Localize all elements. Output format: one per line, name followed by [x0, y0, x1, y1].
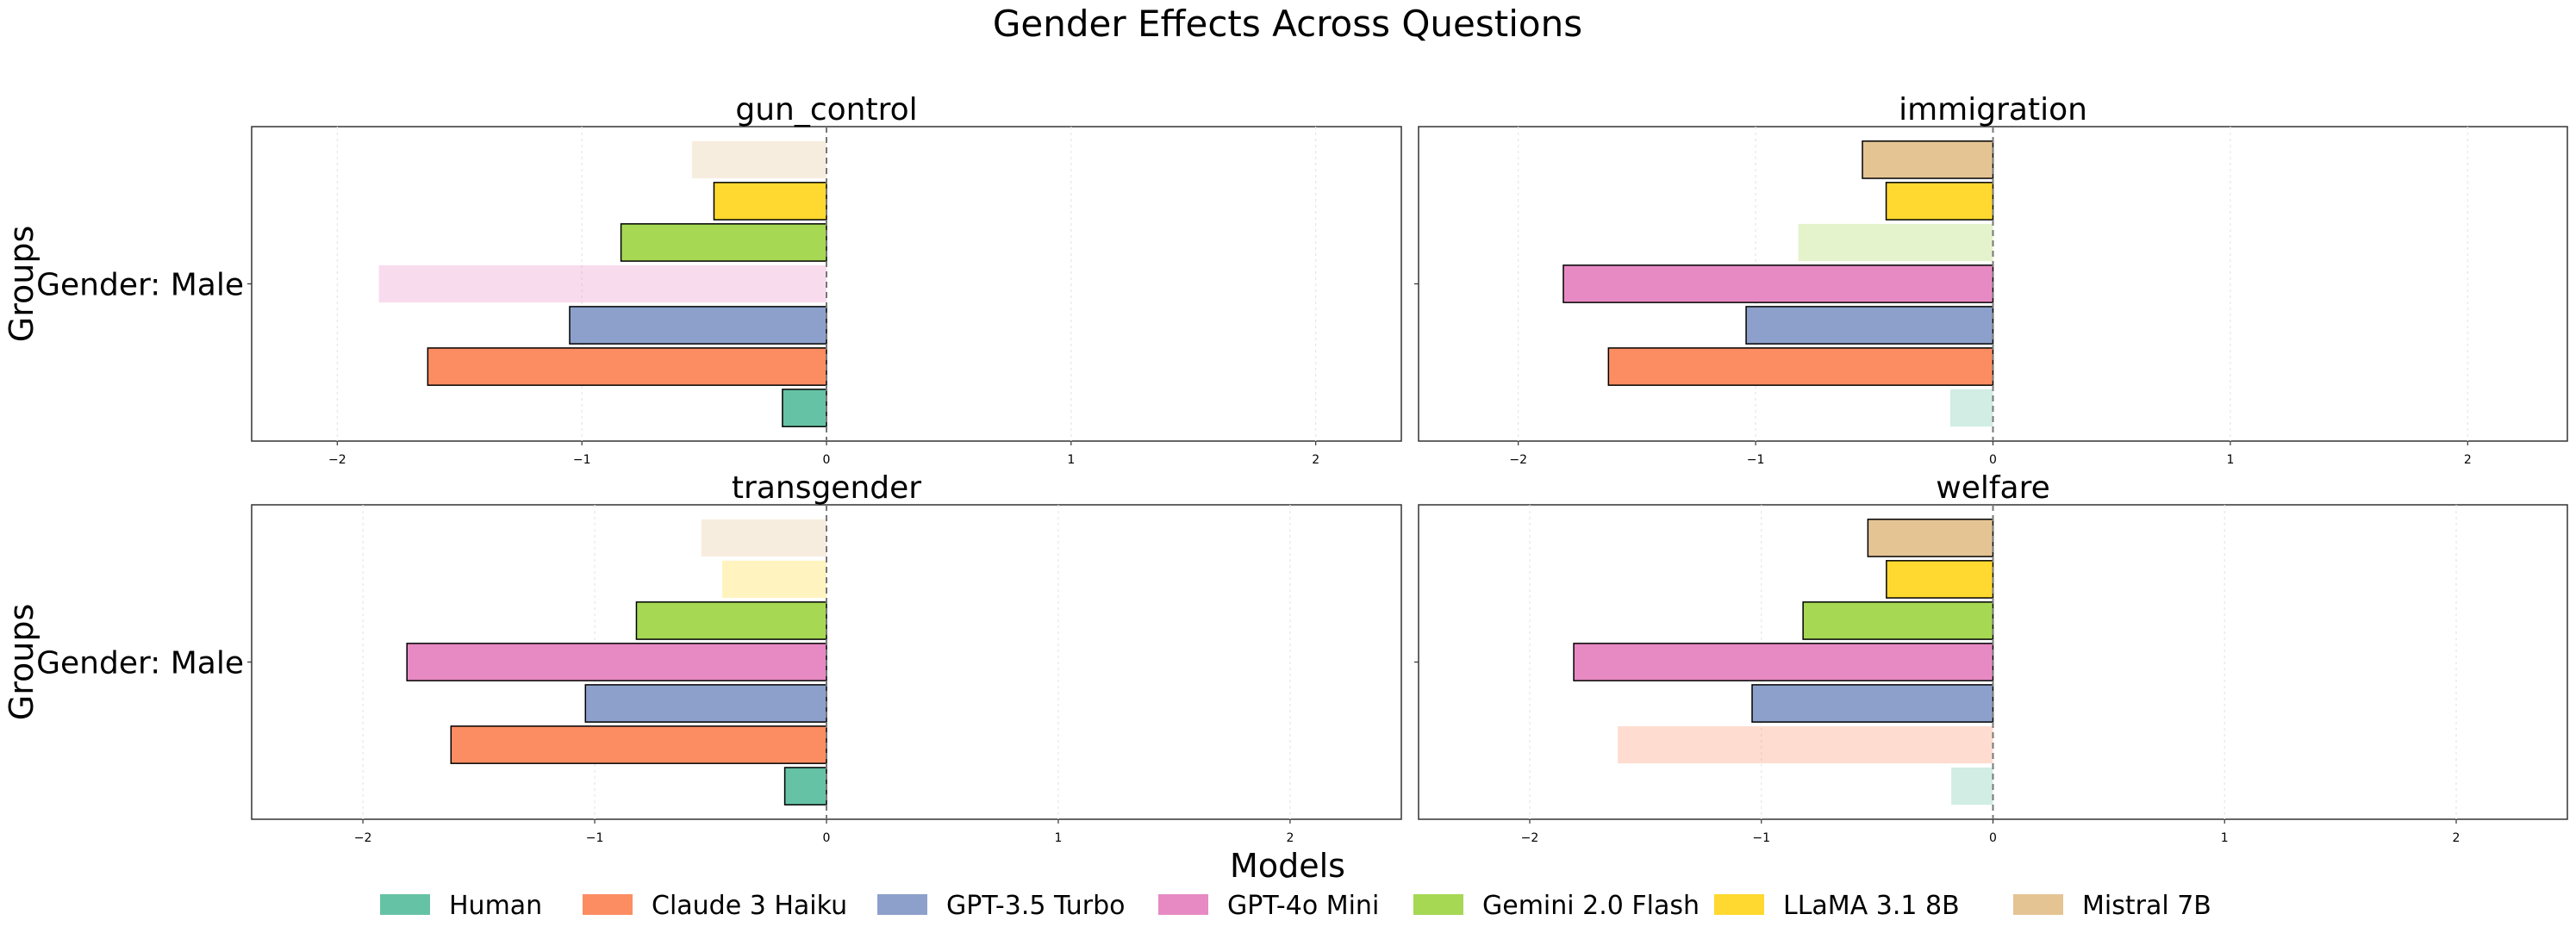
bar-human	[783, 767, 827, 805]
legend-label: Mistral 7B	[2082, 891, 2211, 921]
legend-item-gpt-4o-mini: GPT-4o Mini	[1158, 891, 1379, 921]
bar-human	[782, 389, 827, 427]
legend-swatch	[877, 894, 927, 915]
x-tick-label: 0	[1989, 831, 1997, 845]
legend-item-gpt-3-5-turbo: GPT-3.5 Turbo	[877, 891, 1126, 921]
bar-gpt-4o-mini	[378, 264, 826, 303]
legend-item-human: Human	[380, 891, 542, 921]
legend-label: GPT-3.5 Turbo	[946, 891, 1126, 921]
x-tick-label: 0	[823, 831, 831, 845]
bar-human	[1951, 767, 1993, 805]
bar-gpt-3-5-turbo	[569, 306, 827, 345]
bar-gpt-4o-mini	[406, 643, 827, 681]
bar-llama-3-1-8b	[713, 182, 827, 221]
bar-gpt-3-5-turbo	[1751, 684, 1994, 723]
panel-title: gun_control	[735, 92, 917, 127]
legend-swatch	[1413, 894, 1463, 915]
bar-gemini-2-0-flash	[635, 601, 827, 640]
x-tick-label: 2	[1286, 831, 1294, 845]
bar-mistral-7b	[1862, 140, 1994, 179]
x-tick-label: −1	[573, 453, 591, 467]
y-axis-label: Groups	[3, 604, 41, 721]
x-tick-label: −1	[1752, 831, 1770, 845]
x-tick-label: 1	[1067, 453, 1075, 467]
bar-llama-3-1-8b	[1886, 560, 1994, 599]
legend-label: GPT-4o Mini	[1227, 891, 1379, 921]
bar-gpt-3-5-turbo	[584, 684, 827, 723]
x-tick-label: 0	[1989, 453, 1997, 467]
panel-welfare: −2 −1 0 1 2 welfare	[1414, 470, 2568, 845]
legend-label: Gemini 2.0 Flash	[1482, 891, 1700, 921]
y-category-label: Gender: Male	[36, 646, 244, 681]
x-tick-label: 1	[2226, 453, 2234, 467]
bar-gpt-4o-mini	[1573, 643, 1994, 681]
x-tick-label: −2	[1509, 453, 1527, 467]
legend-title: Models	[1230, 847, 1345, 885]
x-tick-label: −2	[354, 831, 372, 845]
legend-item-llama-3-1-8b: LLaMA 3.1 8B	[1714, 891, 1960, 921]
legend-swatch	[2013, 894, 2063, 915]
bar-gemini-2-0-flash	[1798, 223, 1993, 262]
bar-llama-3-1-8b	[721, 560, 826, 599]
legend-item-gemini-2-0-flash: Gemini 2.0 Flash	[1413, 891, 1700, 921]
bar-gpt-3-5-turbo	[1745, 306, 1994, 345]
bar-mistral-7b	[701, 519, 826, 557]
panel-title: welfare	[1936, 470, 2050, 506]
panel-immigration: −2 −1 0 1 2 immigration	[1414, 92, 2568, 467]
x-tick-label: −2	[328, 453, 346, 467]
panel-title: immigration	[1899, 92, 2087, 127]
legend-swatch	[1714, 894, 1764, 915]
legend-item-claude-3-haiku: Claude 3 Haiku	[583, 891, 847, 921]
bar-gemini-2-0-flash	[1802, 601, 1994, 640]
legend-swatch	[583, 894, 633, 915]
bar-llama-3-1-8b	[1885, 182, 1994, 221]
x-tick-label: 1	[2221, 831, 2229, 845]
panel-title: transgender	[732, 470, 921, 506]
y-category-label: Gender: Male	[36, 268, 244, 303]
bar-claude-3-haiku	[1607, 347, 1994, 386]
legend-swatch	[380, 894, 430, 915]
x-tick-label: −2	[1521, 831, 1539, 845]
x-tick-label: −1	[1747, 453, 1765, 467]
bar-claude-3-haiku	[427, 347, 827, 386]
x-tick-label: 2	[2453, 831, 2461, 845]
bar-gpt-4o-mini	[1562, 264, 1994, 303]
x-tick-label: −1	[586, 831, 604, 845]
x-tick-label: 0	[823, 453, 831, 467]
legend-label: Human	[449, 891, 542, 921]
x-tick-label: 2	[1312, 453, 1319, 467]
bar-mistral-7b	[1867, 519, 1994, 557]
bar-human	[1949, 389, 1993, 427]
x-tick-label: 1	[1054, 831, 1062, 845]
y-axis-label: Groups	[3, 226, 41, 343]
chart-title: Gender Effects Across Questions	[993, 3, 1582, 45]
bar-claude-3-haiku	[1618, 725, 1993, 764]
legend-swatch	[1158, 894, 1208, 915]
x-tick-label: 2	[2464, 453, 2472, 467]
bar-claude-3-haiku	[450, 725, 827, 764]
bar-mistral-7b	[691, 140, 826, 179]
legend: Human Claude 3 Haiku GPT-3.5 Turbo GPT-4o M…	[380, 891, 2211, 921]
legend-item-mistral-7b: Mistral 7B	[2013, 891, 2211, 921]
legend-label: LLaMA 3.1 8B	[1783, 891, 1960, 921]
legend-label: Claude 3 Haiku	[652, 891, 847, 921]
bar-gemini-2-0-flash	[620, 223, 827, 262]
